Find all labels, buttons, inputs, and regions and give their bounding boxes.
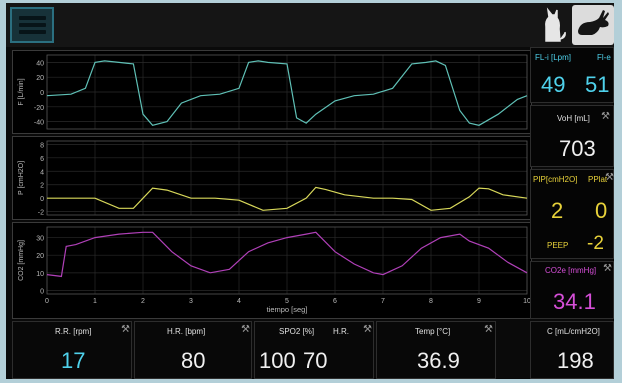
plot-frame: [46, 226, 528, 295]
y-tick-label: 0: [40, 90, 44, 97]
temp-value: 36.9: [417, 348, 460, 373]
co2-plot: 30 20 10 0 CO2 [mmHg] 0 1 2 3 4 5 6 7 8 9 10 tiempo [seg…: [12, 222, 532, 319]
fle-value: 51: [585, 72, 610, 97]
x-tick-label: 10: [523, 298, 531, 305]
y-tick-label: 20: [36, 253, 44, 260]
flow-plot: 40 20 0 -20 -40 F [L/min]: [12, 50, 532, 134]
x-tick-label: 9: [477, 298, 481, 305]
rr-panel[interactable]: R.R. [rpm] ⚒ 17: [12, 321, 132, 379]
x-tick-label: 8: [429, 298, 433, 305]
vol-value: 703: [559, 136, 596, 161]
flow-chart: 40 20 0 -20 -40 F [L/min]: [18, 54, 528, 130]
y-tick-label: 4: [40, 169, 44, 176]
co2e-label: CO2e [mmHg]: [545, 266, 597, 275]
rabbit-icon: [578, 10, 609, 35]
top-bar: [6, 3, 614, 47]
hamburger-icon: [19, 16, 46, 20]
menu-button[interactable]: [10, 7, 54, 43]
x-tick-label: 1: [93, 298, 97, 305]
spo2-value: 100: [259, 348, 296, 373]
y-tick-label: 20: [36, 75, 44, 82]
series-line: [46, 60, 528, 126]
pressure-values-panel[interactable]: PIP[cmH2O] PPlat ⚒ 2 0 PEEP -2: [530, 169, 614, 259]
ventilator-screen: 40 20 0 -20 -40 F [L/min] 8 6 4 2 0 -2 P [cmH2O] 30…: [6, 3, 614, 379]
vol-label: VoH [mL]: [557, 114, 590, 123]
co2-chart: 30 20 10 0 CO2 [mmHg] 0 1 2 3 4 5 6 7 8 9 10 tiempo [seg…: [18, 226, 531, 314]
x-tick-label: 3: [189, 298, 193, 305]
y-tick-label: -2: [38, 210, 44, 217]
co2e-panel[interactable]: CO2e [mmHg] ⚒ 34.1: [530, 261, 614, 319]
y-tick-label: 40: [36, 60, 44, 67]
y-tick-label: 8: [40, 142, 44, 149]
pip-value: 2: [551, 198, 564, 223]
hr-value: 80: [181, 348, 206, 373]
hr2-label: H.R.: [333, 327, 349, 336]
wrench-icon[interactable]: ⚒: [601, 111, 610, 122]
rr-label: R.R. [rpm]: [55, 327, 92, 336]
y-axis-label: P [cmH2O]: [18, 161, 25, 195]
pressure-chart: 8 6 4 2 0 -2 P [cmH2O]: [18, 140, 528, 217]
co2e-value: 34.1: [553, 289, 596, 314]
x-tick-label: 5: [285, 298, 289, 305]
peep-label: PEEP: [547, 241, 569, 250]
flow-values-panel[interactable]: FL-i [Lpm] Fl-e 49 51: [530, 47, 614, 103]
hr-panel[interactable]: H.R. [bpm] ⚒ 80: [134, 321, 252, 379]
y-tick-label: 30: [36, 236, 44, 243]
wrench-icon[interactable]: ⚒: [363, 324, 372, 335]
fle-label: Fl-e: [597, 53, 611, 62]
plot-frame: [46, 54, 528, 130]
y-tick-label: 0: [40, 288, 44, 295]
hr2-value: 70: [303, 348, 328, 373]
x-axis-label: tiempo [seg]: [267, 305, 308, 314]
plot-frame: [46, 140, 528, 216]
pressure-plot: 8 6 4 2 0 -2 P [cmH2O]: [12, 136, 532, 220]
y-tick-label: 2: [40, 183, 44, 190]
y-tick-label: 0: [40, 196, 44, 203]
x-tick-label: 4: [237, 298, 241, 305]
x-tick-label: 0: [45, 298, 49, 305]
x-tick-label: 6: [333, 298, 337, 305]
rabbit-button[interactable]: [572, 5, 614, 45]
fli-label: FL-i [Lpm]: [535, 53, 572, 62]
wrench-icon[interactable]: ⚒: [605, 172, 614, 183]
series-line: [46, 231, 528, 278]
fli-value: 49: [541, 72, 566, 97]
spo2-label: SPO2 [%]: [279, 327, 315, 336]
wrench-icon[interactable]: ⚒: [121, 324, 130, 335]
spo2-panel[interactable]: SPO2 [%] H.R. ⚒ 100 70: [254, 321, 374, 379]
y-tick-label: -40: [34, 120, 44, 127]
x-tick-label: 7: [381, 298, 385, 305]
cat-icon: [545, 7, 566, 42]
c-label: C [mL/cmH2O]: [547, 327, 600, 336]
y-tick-label: -20: [34, 105, 44, 112]
pplat-label: PPlat: [588, 175, 608, 184]
c-value: 198: [557, 348, 594, 373]
wrench-icon[interactable]: ⚒: [241, 324, 250, 335]
compliance-panel[interactable]: C [mL/cmH2O] 198: [530, 321, 614, 379]
rr-value: 17: [61, 348, 86, 373]
peep-value: -2: [587, 233, 604, 254]
y-axis-label: F [L/min]: [18, 78, 25, 105]
temp-label: Temp [°C]: [415, 327, 451, 336]
temp-panel[interactable]: Temp [°C] ⚒ 36.9: [376, 321, 496, 379]
y-axis-label: CO2 [mmHg]: [18, 240, 25, 281]
wrench-icon[interactable]: ⚒: [484, 324, 493, 335]
cat-button[interactable]: [532, 5, 572, 45]
wrench-icon[interactable]: ⚒: [603, 263, 612, 274]
series-line: [47, 186, 528, 211]
x-tick-label: 2: [141, 298, 145, 305]
y-tick-label: 10: [36, 271, 44, 278]
y-tick-label: 6: [40, 156, 44, 163]
pip-label: PIP[cmH2O]: [533, 175, 578, 184]
volume-panel[interactable]: VoH [mL] ⚒ 703: [530, 105, 614, 167]
pplat-value: 0: [595, 198, 608, 223]
hr-label: H.R. [bpm]: [167, 327, 206, 336]
